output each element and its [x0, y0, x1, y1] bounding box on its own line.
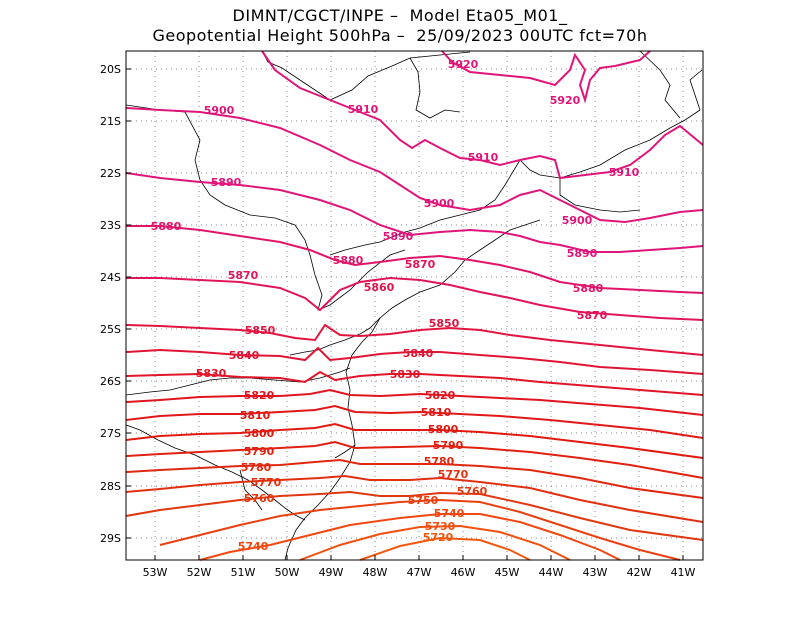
lat-tick-label: 26S	[100, 375, 121, 388]
contour-5810	[125, 404, 704, 439]
lon-tick-label: 53W	[143, 566, 168, 579]
contour-label: 5880	[333, 254, 364, 267]
contour-label: 5890	[567, 247, 598, 260]
contour-label: 5900	[204, 104, 235, 117]
contour-label: 5760	[244, 492, 275, 505]
contour-5730	[299, 524, 571, 561]
contour-5740	[199, 513, 621, 561]
lon-tick-label: 43W	[583, 566, 608, 579]
contour-label: 5810	[240, 409, 271, 422]
lon-tick-label: 44W	[539, 566, 564, 579]
contour-label: 5820	[244, 389, 275, 402]
lat-tick-label: 28S	[100, 480, 121, 493]
contour-label: 5840	[229, 349, 260, 362]
contour-5830	[125, 370, 704, 396]
contour-5820	[125, 388, 704, 416]
lon-tick-label: 52W	[187, 566, 212, 579]
contour-label: 5770	[251, 476, 282, 489]
contour-label: 5740	[238, 540, 269, 553]
contour-label: 5760	[457, 485, 488, 498]
lat-tick-label: 29S	[100, 532, 121, 545]
lon-tick-label: 41W	[671, 566, 696, 579]
contour-label: 5780	[424, 455, 455, 468]
contour-label: 5780	[241, 461, 272, 474]
contour-5920	[441, 50, 651, 104]
contour-label: 5810	[421, 406, 452, 419]
contour-5760	[125, 490, 704, 541]
contour-label: 5800	[428, 423, 459, 436]
contour-label: 5840	[403, 347, 434, 360]
contour-label: 5850	[245, 324, 276, 337]
contour-label: 5910	[609, 166, 640, 179]
lat-tick-label: 27S	[100, 427, 121, 440]
lat-tick-label: 24S	[100, 271, 121, 284]
lat-tick-label: 23S	[100, 219, 121, 232]
contour-label: 5920	[550, 94, 581, 107]
contour-label: 5870	[405, 258, 436, 271]
lat-tick-label: 20S	[100, 63, 121, 76]
lat-tick-label: 25S	[100, 323, 121, 336]
contour-label: 5870	[577, 309, 608, 322]
contour-label: 5830	[196, 367, 227, 380]
lon-tick-label: 46W	[451, 566, 476, 579]
contour-label: 5890	[211, 176, 242, 189]
lon-tick-label: 51W	[231, 566, 256, 579]
contour-label: 5910	[348, 103, 379, 116]
contour-5890	[125, 172, 704, 253]
contour-label: 5850	[429, 317, 460, 330]
contour-label: 5870	[228, 269, 259, 282]
contour-label: 5820	[425, 389, 456, 402]
contour-label: 5800	[244, 427, 275, 440]
contour-5840	[125, 346, 704, 375]
contour-5870	[126, 276, 704, 321]
contour-5780	[125, 458, 704, 499]
lat-tick-label: 22S	[100, 167, 121, 180]
lon-tick-label: 50W	[275, 566, 300, 579]
contour-label: 5900	[562, 214, 593, 227]
contour-label: 5900	[424, 197, 455, 210]
contour-label: 5790	[433, 439, 464, 452]
contour-label: 5740	[434, 507, 465, 520]
contour-5850	[125, 323, 704, 356]
chart-title-line-2: Geopotential Height 500hPa – 25/09/2023 …	[152, 26, 648, 45]
contour-5770	[125, 474, 704, 523]
contour-label: 5770	[438, 468, 469, 481]
contour-label: 5920	[448, 58, 479, 71]
contour-5790	[125, 440, 704, 479]
contour-label: 5730	[425, 520, 456, 533]
plot-frame	[125, 50, 704, 561]
contour-5800	[125, 422, 704, 459]
lon-tick-label: 48W	[363, 566, 388, 579]
contour-label: 5720	[423, 531, 454, 544]
lat-tick-label: 21S	[100, 115, 121, 128]
contour-5910	[261, 50, 704, 180]
contour-label: 5750	[408, 494, 439, 507]
contour-label: 5890	[383, 230, 414, 243]
contour-label: 5880	[151, 220, 182, 233]
contour-label: 5830	[390, 368, 421, 381]
contour-5880	[126, 225, 704, 294]
lon-tick-label: 47W	[407, 566, 432, 579]
lon-tick-label: 49W	[319, 566, 344, 579]
contour-5900	[125, 107, 704, 224]
contour-label: 5860	[364, 281, 395, 294]
contour-label: 5790	[244, 445, 275, 458]
chart-title-line-1: DIMNT/CGCT/INPE – Model Eta05_M01_	[232, 6, 568, 25]
lon-tick-label: 42W	[627, 566, 652, 579]
contour-label: 5910	[468, 151, 499, 164]
contour-5750	[159, 498, 681, 561]
lon-tick-label: 45W	[495, 566, 520, 579]
contour-label: 5880	[573, 282, 604, 295]
contour-5720	[359, 536, 531, 561]
